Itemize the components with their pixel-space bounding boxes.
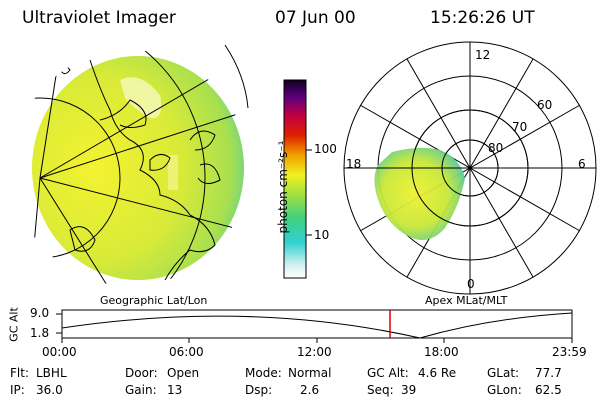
colorbar-tick-10: 10 bbox=[314, 228, 330, 242]
geo-bright-patch bbox=[120, 77, 162, 119]
mode-label: Mode: bbox=[245, 366, 282, 380]
seq-value: 39 bbox=[401, 383, 417, 397]
mlt-label-18: 18 bbox=[346, 157, 362, 171]
dsp-label: Dsp: bbox=[245, 383, 273, 397]
gc-alt-xtick-1800: 18:00 bbox=[424, 345, 459, 359]
header-time: 15:26:26 UT bbox=[430, 8, 535, 28]
gc-alt-ytick-high: 9.0 bbox=[30, 306, 50, 320]
door-label: Door: bbox=[125, 366, 158, 380]
color-bar bbox=[283, 79, 312, 279]
gc-alt-xtick-2359: 23:59 bbox=[552, 345, 587, 359]
glon-label: GLon: bbox=[487, 383, 522, 397]
apex-panel-label: Apex MLat/MLT bbox=[425, 294, 508, 307]
lat-label-80: 80 bbox=[488, 141, 504, 155]
header-date: 07 Jun 00 bbox=[275, 8, 356, 28]
glat-value: 77.7 bbox=[535, 366, 562, 380]
flt-label: Flt: bbox=[10, 366, 29, 380]
app-title: Ultraviolet Imager bbox=[22, 8, 176, 28]
mlt-label-0: 0 bbox=[467, 277, 475, 291]
apex-auroral-image bbox=[374, 147, 465, 241]
lat-label-60: 60 bbox=[537, 98, 553, 112]
colorbar-tick-100: 100 bbox=[314, 142, 337, 156]
mode-value: Normal bbox=[288, 366, 332, 380]
mlt-label-12: 12 bbox=[475, 48, 491, 62]
ip-value: 36.0 bbox=[36, 383, 63, 397]
geo-horizon-arc bbox=[224, 44, 249, 109]
dsp-value: 2.6 bbox=[300, 383, 320, 397]
flt-value: LBHL bbox=[36, 366, 67, 380]
glon-value: 62.5 bbox=[535, 383, 562, 397]
colorbar-unit-label: photon cm⁻²s⁻¹ bbox=[276, 140, 290, 234]
gc-alt-axis-label: GC Alt bbox=[7, 307, 21, 342]
gc-alt-plot bbox=[56, 309, 573, 343]
glat-label: GLat: bbox=[487, 366, 520, 380]
gcalt-value: 4.6 Re bbox=[418, 366, 457, 380]
gc-alt-xtick-1200: 12:00 bbox=[297, 345, 332, 359]
gain-value: 13 bbox=[167, 383, 183, 397]
geo-panel-label: Geographic Lat/Lon bbox=[100, 294, 208, 307]
seq-label: Seq: bbox=[367, 383, 394, 397]
gcalt-label: GC Alt: bbox=[367, 366, 409, 380]
mlt-label-6: 6 bbox=[578, 157, 586, 171]
gc-alt-xtick-0000: 00:00 bbox=[42, 345, 77, 359]
apex-polar-plot bbox=[343, 41, 597, 295]
gc-alt-ytick-low: 1.8 bbox=[30, 326, 50, 340]
gc-alt-curve bbox=[61, 312, 573, 339]
door-value: Open bbox=[167, 366, 200, 380]
lat-label-70: 70 bbox=[512, 120, 528, 134]
ip-label: IP: bbox=[10, 383, 25, 397]
gain-label: Gain: bbox=[125, 383, 157, 397]
gc-alt-xtick-0600: 06:00 bbox=[169, 345, 204, 359]
